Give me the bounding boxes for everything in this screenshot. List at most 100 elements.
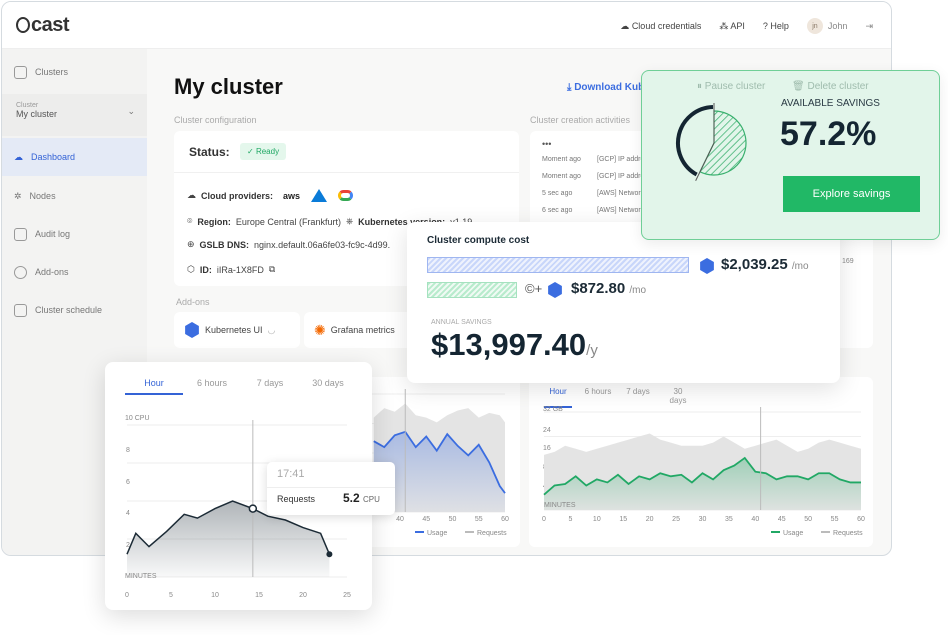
delete-cluster-button[interactable]: 🗑 Delete cluster xyxy=(792,81,869,92)
copy-icon[interactable]: ⧉ xyxy=(268,264,276,274)
legend-label: Requests xyxy=(477,530,507,537)
x-tick-label: 30 xyxy=(699,516,707,523)
kubernetes-icon: ⎈ xyxy=(345,216,354,226)
nodes-icon: ✲ xyxy=(14,190,22,201)
tab-30-days[interactable]: 30 days xyxy=(669,387,687,405)
available-savings-card: AVAILABLE SAVINGS 57.2% Explore savings xyxy=(641,70,940,240)
cast-logo-icon: ©+ xyxy=(525,281,543,296)
cluster-configuration-label: Cluster configuration xyxy=(174,115,257,125)
trash-icon: 🗑 xyxy=(792,81,805,92)
tab-7-days[interactable]: 7 days xyxy=(626,387,650,396)
x-tick-label: 0 xyxy=(125,592,129,599)
cpu-usage-chart: 40 45 50 55 60 Usage Requests xyxy=(312,389,509,537)
loading-icon: ◡ xyxy=(267,324,276,335)
x-tick-label: 0 xyxy=(542,516,546,523)
cpu-chart: 2 4 6 8 0 5 10 15 20 25 10 CPU MINUTES xyxy=(125,415,351,599)
sidebar-item-nodes[interactable]: ✲ Nodes xyxy=(14,190,56,202)
tab-6-hours[interactable]: 6 hours xyxy=(584,387,612,396)
add-ons-label: Add-ons xyxy=(176,297,210,307)
legend-label: Usage xyxy=(783,530,803,537)
x-tick-label: 45 xyxy=(422,516,430,523)
tab-30-days[interactable]: 30 days xyxy=(312,378,344,388)
sidebar-item-clusters[interactable]: Clusters xyxy=(2,53,147,91)
legend-swatch xyxy=(465,531,474,533)
optimized-cost-bar xyxy=(427,282,517,298)
x-tick-label: 10 xyxy=(211,592,219,599)
y-tick-label: 4 xyxy=(126,510,130,517)
pie-divider xyxy=(695,142,715,181)
cloud-credentials-link[interactable]: ☁ Cloud credentials xyxy=(620,20,702,31)
layers-icon xyxy=(14,65,27,79)
savings-pie-chart xyxy=(675,103,747,181)
x-tick-label: 10 xyxy=(593,516,601,523)
hexagon-icon: ⬡ xyxy=(187,264,195,274)
kubernetes-icon xyxy=(185,322,199,338)
x-tick-label: 50 xyxy=(804,516,812,523)
addon-kubernetes-ui[interactable]: Kubernetes UI ◡ xyxy=(174,312,300,348)
activities-label: Cluster creation activities xyxy=(530,115,631,125)
tab-7-days[interactable]: 7 days xyxy=(256,378,284,388)
gcp-logo xyxy=(338,190,354,201)
x-tick-label: 5 xyxy=(169,592,173,599)
x-tick-label: 20 xyxy=(299,592,307,599)
hover-point xyxy=(248,504,258,513)
x-tick-label: 40 xyxy=(396,516,404,523)
usage-line xyxy=(126,500,331,555)
sidebar-item-dashboard[interactable]: ☁ Dashboard xyxy=(2,138,147,176)
tab-hour[interactable]: Hour xyxy=(125,378,183,395)
sidebar-item-add-ons[interactable]: Add-ons xyxy=(2,253,147,291)
kubernetes-icon xyxy=(700,258,714,274)
y-tick-label: 24 xyxy=(543,427,551,434)
x-tick-label: 55 xyxy=(475,516,483,523)
api-link[interactable]: ⁂ API xyxy=(719,20,745,31)
azure-logo xyxy=(311,189,328,202)
explore-savings-button[interactable]: Explore savings xyxy=(783,176,920,212)
sidebar-item-cluster-schedule[interactable]: Cluster schedule xyxy=(2,291,147,329)
download-kubeconfig-button[interactable]: ⤓ Download Kubeconfig xyxy=(567,82,680,93)
usage-area xyxy=(127,501,330,577)
usage-line xyxy=(373,430,506,494)
chevron-down-icon: ⌄ xyxy=(127,106,135,116)
x-tick-label: 20 xyxy=(646,516,654,523)
cluster-selector[interactable]: Cluster My cluster ⌄ xyxy=(2,94,147,136)
logo-mark-icon xyxy=(16,17,30,33)
legend-swatch xyxy=(771,531,780,533)
grafana-icon: ✺ xyxy=(314,321,326,338)
data-point xyxy=(326,551,333,558)
y-axis-label: 10 CPU xyxy=(125,415,150,422)
legend-label: Requests xyxy=(833,530,863,537)
top-header: cast ☁ Cloud credentials ⁂ API ? Help jn… xyxy=(2,2,891,49)
pause-cluster-button[interactable]: ⏸ Pause cluster xyxy=(697,81,766,92)
cast-logo[interactable]: cast xyxy=(16,14,70,37)
x-tick-label: 35 xyxy=(725,516,733,523)
y-tick-label: 2 xyxy=(126,542,130,549)
x-tick-label: 45 xyxy=(778,516,786,523)
page-title: My cluster xyxy=(174,74,283,99)
tab-hour[interactable]: Hour xyxy=(544,387,572,408)
x-tick-label: 25 xyxy=(672,516,680,523)
chart-tooltip: 17:41 Requests 5.2 CPU xyxy=(267,462,395,515)
audit-log-icon xyxy=(14,227,27,241)
tab-6-hours[interactable]: 6 hours xyxy=(196,378,228,388)
x-tick-label: 55 xyxy=(831,516,839,523)
location-pin-icon: ⌾ xyxy=(187,216,193,226)
x-tick-label: 60 xyxy=(857,516,865,523)
user-menu[interactable]: jn John xyxy=(806,18,847,34)
x-tick-label: 60 xyxy=(501,516,509,523)
x-tick-label: 15 xyxy=(255,592,263,599)
legend-label: Usage xyxy=(427,530,447,537)
y-tick-label: 16 xyxy=(543,445,551,452)
memory-chart: 32 GB241684051015202530354045505560Usage… xyxy=(542,406,865,537)
x-axis-label: MINUTES xyxy=(125,573,157,580)
api-icon: ⁂ xyxy=(719,20,729,31)
x-tick-label: 40 xyxy=(751,516,759,523)
avatar: jn xyxy=(806,18,823,34)
logout-icon[interactable]: ⇥ xyxy=(865,20,873,31)
help-link[interactable]: ? Help xyxy=(762,21,789,31)
legend-swatch xyxy=(415,531,424,533)
x-tick-label: 25 xyxy=(343,592,351,599)
y-tick-label: 6 xyxy=(126,479,130,486)
sidebar-item-audit-log[interactable]: Audit log xyxy=(2,215,147,253)
puzzle-icon xyxy=(14,265,27,279)
